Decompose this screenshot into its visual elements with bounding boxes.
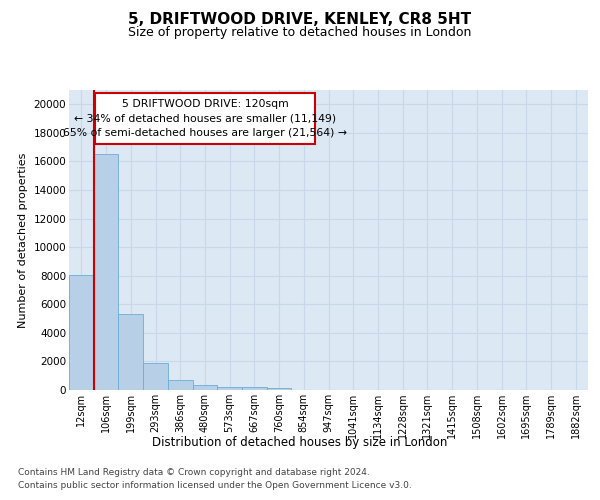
Text: Contains public sector information licensed under the Open Government Licence v3: Contains public sector information licen…	[18, 480, 412, 490]
Bar	[143, 364, 168, 390]
Bar	[242, 387, 267, 390]
Y-axis label: Number of detached properties: Number of detached properties	[18, 152, 28, 328]
Bar	[95, 93, 315, 144]
Text: Distribution of detached houses by size in London: Distribution of detached houses by size …	[152, 436, 448, 449]
Bar	[118, 314, 143, 390]
Bar	[168, 380, 193, 390]
Text: Size of property relative to detached houses in London: Size of property relative to detached ho…	[128, 26, 472, 39]
Text: 5 DRIFTWOOD DRIVE: 120sqm
← 34% of detached houses are smaller (11,149)
65% of s: 5 DRIFTWOOD DRIVE: 120sqm ← 34% of detac…	[63, 99, 347, 138]
Bar	[267, 388, 292, 390]
Bar	[217, 387, 242, 390]
Bar	[193, 386, 217, 390]
Text: 5, DRIFTWOOD DRIVE, KENLEY, CR8 5HT: 5, DRIFTWOOD DRIVE, KENLEY, CR8 5HT	[128, 12, 472, 28]
Bar	[94, 154, 118, 390]
Text: Contains HM Land Registry data © Crown copyright and database right 2024.: Contains HM Land Registry data © Crown c…	[18, 468, 370, 477]
Bar	[69, 275, 94, 390]
